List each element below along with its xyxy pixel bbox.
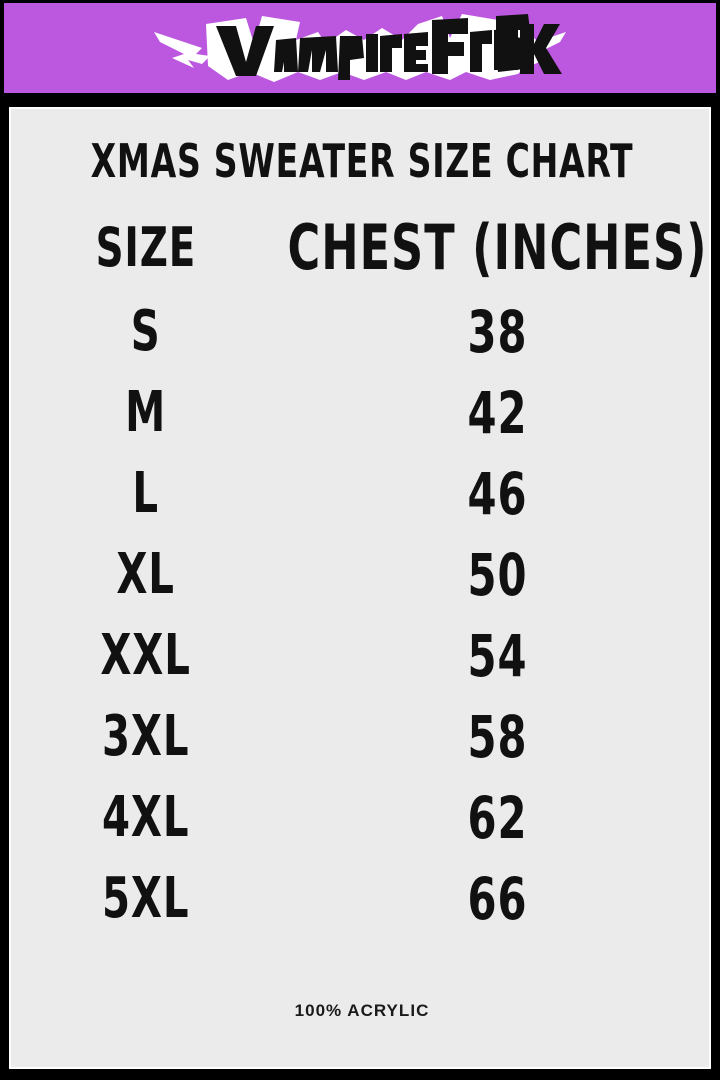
- vampirefreaks-logo-icon: [154, 14, 566, 82]
- cell-chest: 50: [281, 540, 709, 609]
- cell-size: L: [11, 460, 281, 526]
- cell-chest: 46: [281, 459, 709, 528]
- size-value: XL: [116, 541, 176, 607]
- chest-value: 62: [467, 783, 527, 852]
- size-chart-table: SIZE CHEST (INCHES) S 38 M 42: [11, 205, 709, 939]
- cell-size: M: [11, 379, 281, 445]
- size-value: 5XL: [102, 865, 190, 931]
- table-row: 3XL 58: [11, 696, 709, 777]
- cell-chest: 38: [281, 297, 709, 366]
- material-note: 100% ACRYLIC: [294, 1001, 430, 1020]
- cell-size: XXL: [11, 622, 281, 688]
- size-value: S: [131, 298, 161, 364]
- size-value: 3XL: [102, 703, 190, 769]
- cell-chest: 42: [281, 378, 709, 447]
- cell-size: S: [11, 298, 281, 364]
- chest-value: 38: [467, 297, 527, 366]
- size-value: XXL: [100, 622, 192, 688]
- vampirefreaks-logo: [4, 3, 716, 93]
- column-header-chest-label: CHEST (INCHES): [287, 211, 708, 284]
- banner-divider: [0, 93, 720, 107]
- brand-banner: [4, 3, 716, 93]
- cell-chest: 62: [281, 783, 709, 852]
- table-row: XXL 54: [11, 615, 709, 696]
- size-value: 4XL: [102, 784, 190, 850]
- cell-chest: 58: [281, 702, 709, 771]
- chest-value: 66: [467, 864, 527, 933]
- size-value: L: [132, 460, 160, 526]
- page-title: XMAS SWEATER SIZE CHART: [90, 134, 634, 188]
- cell-chest: 66: [281, 864, 709, 933]
- column-header-chest: CHEST (INCHES): [281, 211, 709, 284]
- chest-value: 50: [467, 540, 527, 609]
- cell-size: 5XL: [11, 865, 281, 931]
- table-row: L 46: [11, 453, 709, 534]
- table-row: XL 50: [11, 534, 709, 615]
- chest-value: 42: [467, 378, 527, 447]
- table-header-row: SIZE CHEST (INCHES): [11, 205, 709, 291]
- cell-size: 4XL: [11, 784, 281, 850]
- cell-size: 3XL: [11, 703, 281, 769]
- chart-card: XMAS SWEATER SIZE CHART SIZE CHEST (INCH…: [9, 107, 711, 1069]
- chest-value: 46: [467, 459, 527, 528]
- cell-chest: 54: [281, 621, 709, 690]
- cell-size: XL: [11, 541, 281, 607]
- table-row: S 38: [11, 291, 709, 372]
- table-row: 5XL 66: [11, 858, 709, 939]
- column-header-size: SIZE: [11, 218, 281, 278]
- chest-value: 54: [467, 621, 527, 690]
- table-row: M 42: [11, 372, 709, 453]
- size-value: M: [125, 379, 167, 445]
- table-row: 4XL 62: [11, 777, 709, 858]
- column-header-size-label: SIZE: [95, 216, 197, 279]
- chest-value: 58: [467, 702, 527, 771]
